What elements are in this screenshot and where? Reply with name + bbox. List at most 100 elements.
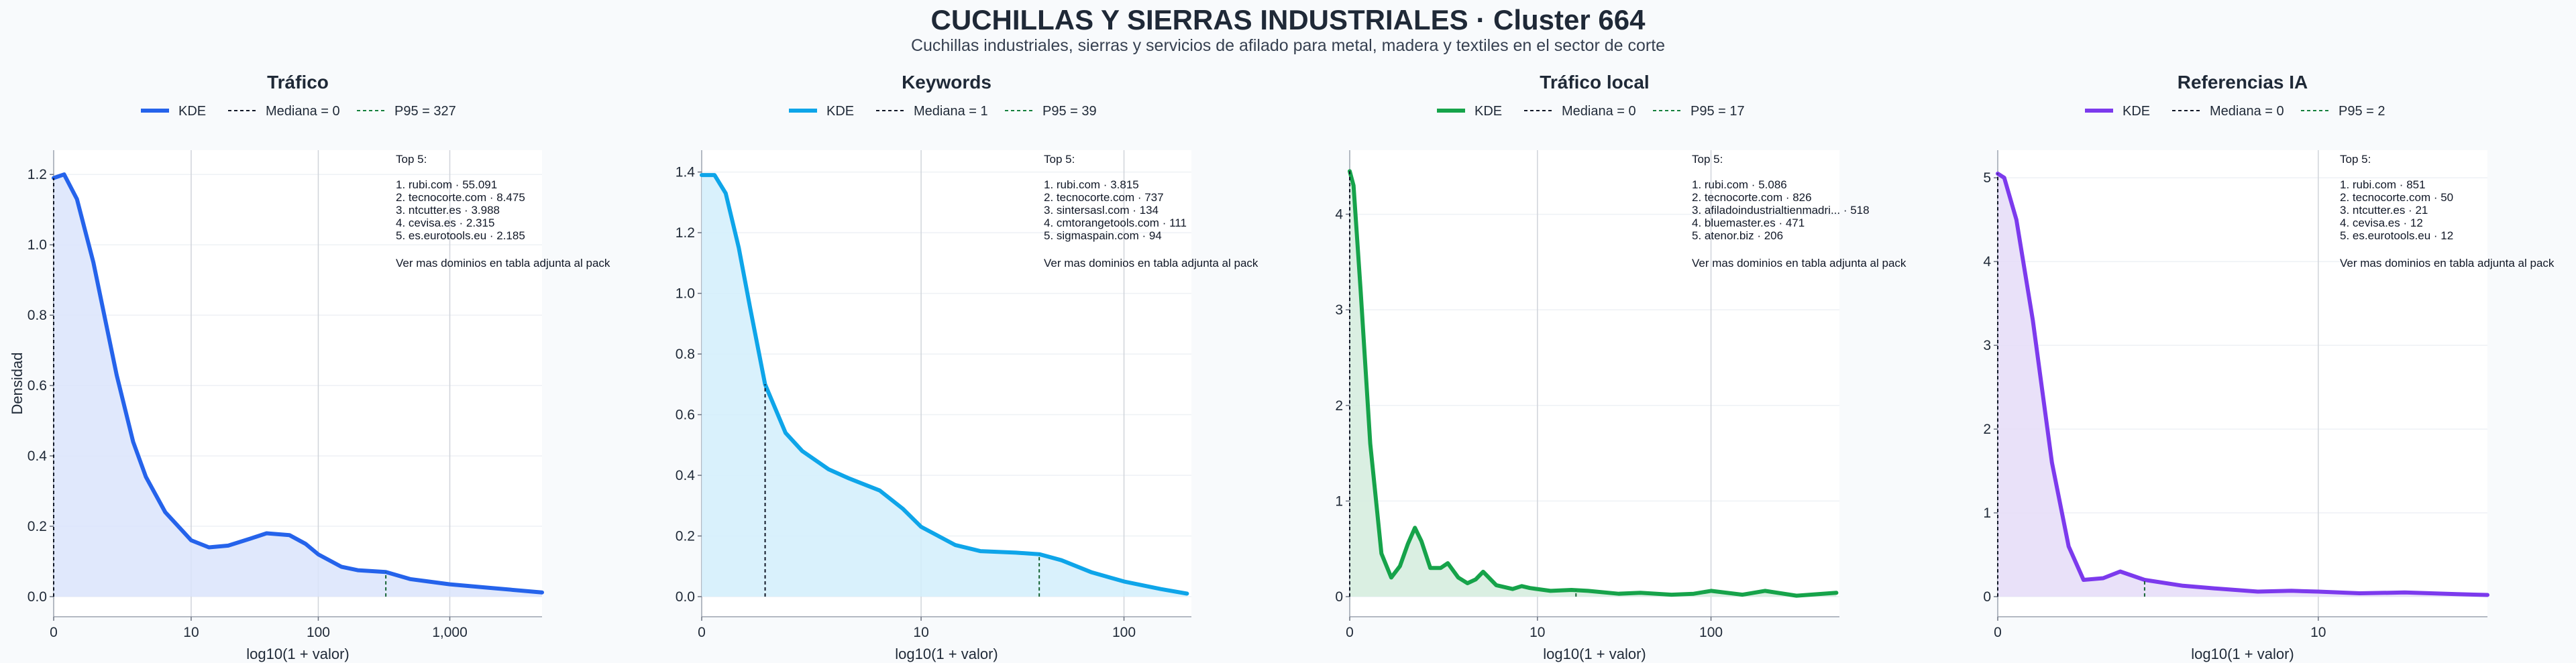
panel-3: 0 1 2 3 4 0 10 100 log10(1 + valor) Tráfico local… [1335, 72, 1907, 662]
y-tick-label: 5 [1983, 170, 1991, 186]
top5-item: 3. afiladoindustrialtienmadri... · 518 [1692, 204, 1870, 217]
y-tick-label: 2 [1335, 398, 1343, 414]
top5-header: Top 5: [1692, 153, 1723, 166]
top5-item: 1. rubi.com · 5.086 [1692, 178, 1787, 191]
plot-area [1998, 150, 2487, 617]
y-tick-label: 4 [1983, 254, 1991, 269]
kde-line [700, 173, 1189, 596]
legend-median-label: Mediana = 1 [914, 104, 988, 119]
x-tick-label: 0 [1994, 625, 2002, 640]
top5-note: Ver mas dominios en tabla adjunta al pac… [1692, 257, 1907, 269]
figure-title: CUCHILLAS Y SIERRAS INDUSTRIALES · Clust… [930, 4, 1646, 36]
top5-item: 4. cevisa.es · 12 [2340, 217, 2423, 229]
x-tick-label: 0 [1346, 625, 1354, 640]
legend-kde-label: KDE [2123, 104, 2150, 119]
x-tick-label: 1,000 [432, 625, 468, 640]
panel-2: 0.0 0.2 0.4 0.6 0.8 1.0 1.2 1.4 0 10 100 log10(1 + … [676, 72, 1258, 662]
y-tick-label: 3 [1983, 338, 1991, 353]
y-tick-label: 0.2 [676, 529, 695, 544]
y-tick-label: 1 [1983, 505, 1991, 521]
x-tick-label: 100 [1699, 625, 1723, 640]
top5-item: 5. sigmaspain.com · 94 [1044, 229, 1162, 242]
x-axis-label: log10(1 + valor) [2191, 646, 2294, 662]
top5-item: 5. es.eurotools.eu · 2.185 [396, 229, 525, 242]
top5-item: 5. es.eurotools.eu · 12 [2340, 229, 2453, 242]
y-tick-label: 1.2 [676, 225, 695, 241]
top5-item: 5. atenor.biz · 206 [1692, 229, 1783, 242]
y-axis-label: Densidad [9, 353, 25, 415]
legend-p95-label: P95 = 327 [394, 104, 456, 119]
top5-item: 4. cmtorangetools.com · 111 [1044, 217, 1187, 229]
top5-header: Top 5: [2340, 153, 2371, 166]
kde-line [1348, 169, 1839, 598]
top5-item: 3. sintersasl.com · 134 [1044, 204, 1159, 217]
legend: KDE Mediana = 0 P95 = 2 [2085, 104, 2385, 119]
top5-note: Ver mas dominios en tabla adjunta al pac… [1044, 257, 1258, 269]
x-tick-label: 10 [183, 625, 199, 640]
y-tick-label: 0.6 [676, 408, 695, 423]
legend: KDE Mediana = 1 P95 = 39 [789, 104, 1097, 119]
x-tick-label: 0 [50, 625, 58, 640]
panel-title: Tráfico local [1540, 72, 1649, 93]
legend-p95-label: P95 = 17 [1690, 104, 1745, 119]
x-axis-label: log10(1 + valor) [246, 646, 349, 662]
kde-area [1998, 174, 2487, 597]
legend-kde-label: KDE [178, 104, 206, 119]
top5-item: 4. cevisa.es · 2.315 [396, 217, 494, 229]
x-axis-label: log10(1 + valor) [1543, 646, 1646, 662]
kde-line [1996, 172, 2489, 597]
y-tick-label: 1.0 [28, 237, 47, 253]
y-tick-label: 0.8 [28, 308, 47, 323]
legend-median-label: Mediana = 0 [266, 104, 340, 119]
figure-subtitle: Cuchillas industriales, sierras y servic… [910, 36, 1666, 55]
legend-median-label: Mediana = 0 [1562, 104, 1636, 119]
y-tick-label: 0.0 [28, 589, 47, 605]
x-axis-label: log10(1 + valor) [895, 646, 998, 662]
y-tick-label: 0 [1983, 589, 1991, 605]
plot-area [1350, 150, 1839, 617]
top5-header: Top 5: [396, 153, 427, 166]
x-tick-label: 10 [1529, 625, 1545, 640]
y-tick-label: 0 [1335, 589, 1343, 605]
top5-header: Top 5: [1044, 153, 1075, 166]
panel-title: Referencias IA [2178, 72, 2308, 93]
legend: KDE Mediana = 0 P95 = 17 [1437, 104, 1745, 119]
y-tick-label: 0.0 [676, 589, 695, 605]
top5-item: 1. rubi.com · 3.815 [1044, 178, 1139, 191]
y-tick-label: 2 [1983, 422, 1991, 437]
top5-item: 2. tecnocorte.com · 8.475 [396, 191, 525, 204]
y-tick-label: 1.0 [676, 286, 695, 302]
legend-p95-label: P95 = 2 [2339, 104, 2385, 119]
legend-kde-label: KDE [826, 104, 854, 119]
top5-item: 4. bluemaster.es · 471 [1692, 217, 1805, 229]
top5-item: 1. rubi.com · 851 [2340, 178, 2426, 191]
top5-item: 2. tecnocorte.com · 826 [1692, 191, 1812, 204]
x-tick-label: 100 [1112, 625, 1136, 640]
top5-note: Ver mas dominios en tabla adjunta al pac… [2340, 257, 2555, 269]
legend: KDE Mediana = 0 P95 = 327 [141, 104, 456, 119]
top5-item: 2. tecnocorte.com · 50 [2340, 191, 2453, 204]
y-tick-label: 0.8 [676, 347, 695, 362]
y-tick-label: 0.4 [28, 448, 48, 464]
panel-title: Tráfico [267, 72, 329, 93]
y-tick-label: 1 [1335, 493, 1343, 509]
x-tick-label: 10 [913, 625, 928, 640]
x-tick-label: 10 [2310, 625, 2326, 640]
legend-p95-label: P95 = 39 [1042, 104, 1097, 119]
panel-4: 0 1 2 3 4 5 0 10 log10(1 + valor) Referencias IA K… [1983, 72, 2555, 662]
top5-item: 2. tecnocorte.com · 737 [1044, 191, 1164, 204]
y-tick-label: 4 [1335, 207, 1343, 223]
kde-line [52, 172, 544, 595]
y-tick-label: 0.6 [28, 378, 47, 394]
kde-area [702, 175, 1187, 597]
y-tick-label: 3 [1335, 302, 1343, 318]
legend-kde-label: KDE [1474, 104, 1502, 119]
x-tick-label: 0 [698, 625, 706, 640]
top5-note: Ver mas dominios en tabla adjunta al pac… [396, 257, 610, 269]
top5-item: 1. rubi.com · 55.091 [396, 178, 497, 191]
top5-item: 3. ntcutter.es · 21 [2340, 204, 2428, 217]
panel-1: 0.0 0.2 0.4 0.6 0.8 1.0 1.2 0 10 100 1,000 log10(1 … [9, 72, 610, 662]
y-tick-label: 0.2 [28, 519, 47, 534]
